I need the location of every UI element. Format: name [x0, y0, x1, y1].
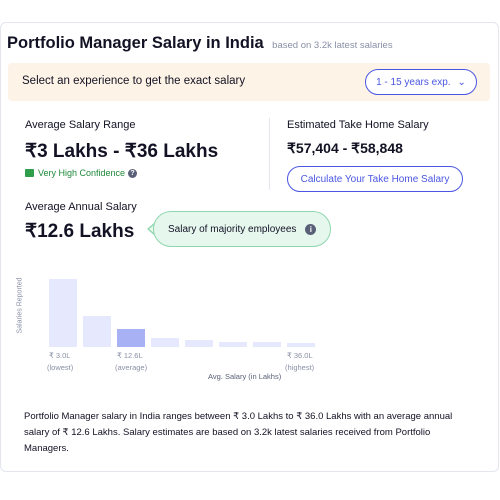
chevron-down-icon: ⌄ [457, 76, 466, 88]
salary-range-value: ₹3 Lakhs - ₹36 Lakhs [25, 141, 219, 162]
calculate-take-home-button[interactable]: Calculate Your Take Home Salary [287, 166, 463, 192]
page-header: Portfolio Manager Salary in India based … [7, 34, 393, 53]
annual-salary-label: Average Annual Salary [25, 201, 137, 213]
chart-tick-note: (lowest) [47, 363, 74, 372]
salary-description: Portfolio Manager salary in India ranges… [24, 411, 453, 454]
info-icon[interactable]: ? [128, 168, 138, 178]
annual-salary-value: ₹12.6 Lakhs [25, 221, 135, 242]
majority-tooltip: Salary of majority employees i [153, 211, 331, 247]
chart-bar [287, 343, 315, 347]
tooltip-text: Salary of majority employees [168, 223, 297, 235]
experience-banner: Select an experience to get the exact sa… [8, 63, 490, 101]
chart-bar [117, 329, 145, 347]
experience-banner-label: Select an experience to get the exact sa… [22, 75, 246, 87]
chart-x-axis-label: Avg. Salary (in Lakhs) [208, 372, 282, 381]
vertical-divider [269, 118, 270, 190]
take-home-label: Estimated Take Home Salary [287, 119, 429, 131]
chart-bar [253, 342, 281, 347]
chart-tick-label: ₹ 36.0L [287, 351, 313, 360]
chart-tick-label: ₹ 3.0L [49, 351, 71, 360]
experience-dropdown-button[interactable]: 1 - 15 years exp. ⌄ [365, 69, 477, 95]
chart-bars-icon [25, 169, 34, 177]
chart-bar [219, 342, 247, 347]
chart-tick-note: (highest) [285, 363, 315, 372]
chart-tick-note: (average) [115, 363, 148, 372]
salary-distribution-chart: Salaries Reported ₹ 3.0L (lowest) ₹ 12.6L (… [16, 262, 330, 392]
chart-y-axis-label: Salaries Reported [16, 277, 24, 334]
confidence-label: Very High Confidence [38, 168, 126, 178]
page-subtitle: based on 3.2k latest salaries [272, 40, 393, 51]
tooltip-arrow-fill [149, 224, 155, 234]
chart-bar [185, 340, 213, 347]
take-home-value: ₹57,404 - ₹58,848 [287, 140, 403, 156]
chart-tick-label: ₹ 12.6L [117, 351, 143, 360]
chart-bar [83, 316, 111, 347]
page-title: Portfolio Manager Salary in India [7, 34, 264, 52]
chart-bar [49, 279, 77, 347]
chart-bar [151, 338, 179, 347]
experience-dropdown-label: 1 - 15 years exp. [376, 76, 451, 88]
confidence-indicator: Very High Confidence ? [25, 168, 138, 178]
salary-range-label: Average Salary Range [25, 119, 136, 131]
info-icon[interactable]: i [305, 223, 317, 235]
